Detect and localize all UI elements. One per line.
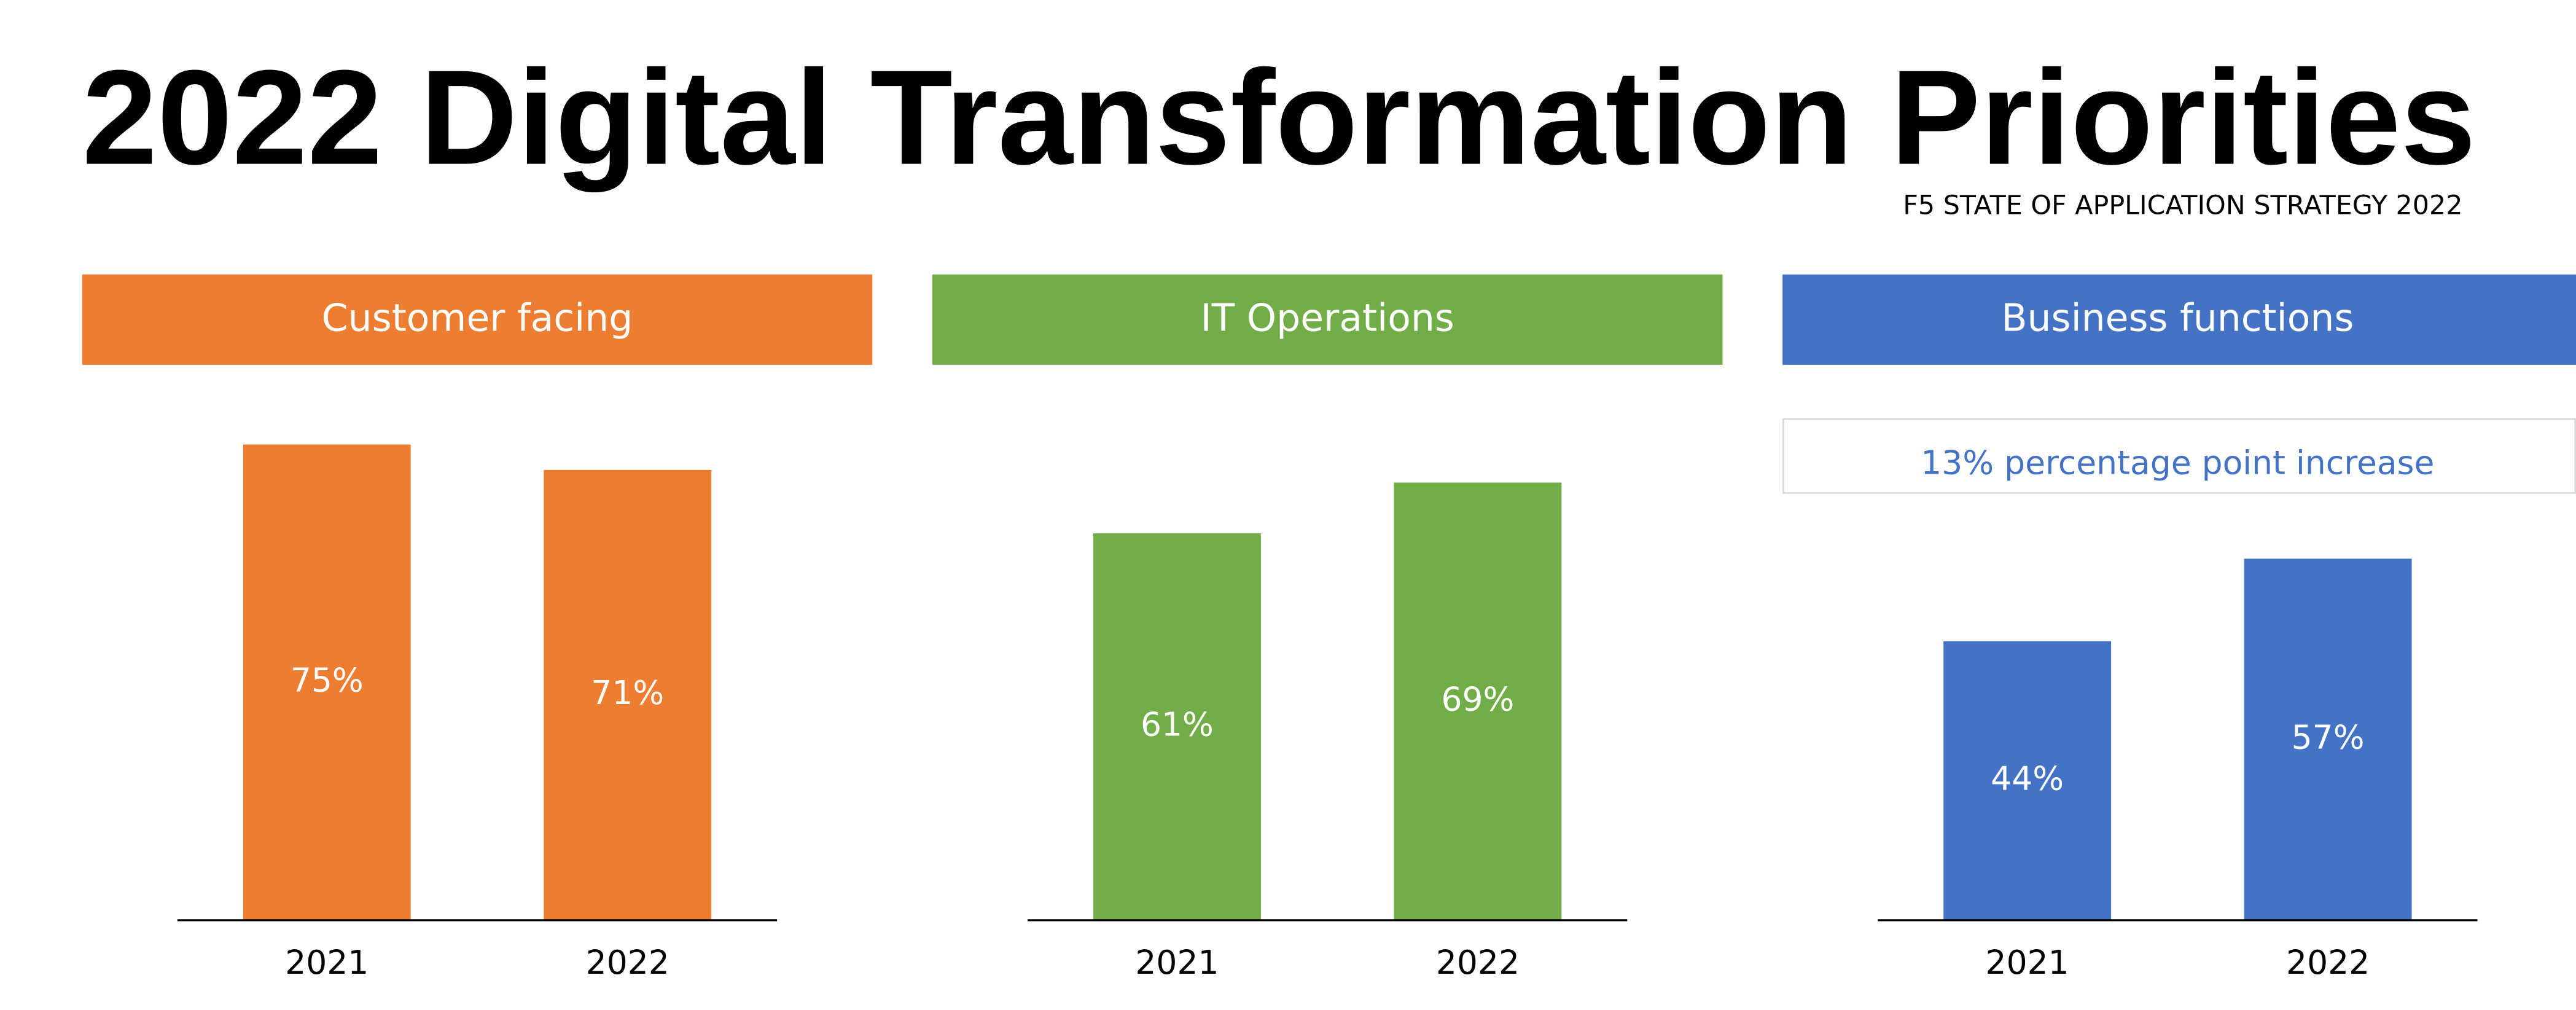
value-label: 69% xyxy=(1441,679,1514,718)
x-tick-label: 2021 xyxy=(1986,943,2069,982)
panel-title: IT Operations xyxy=(1201,296,1454,340)
value-label: 75% xyxy=(291,660,364,699)
value-label: 57% xyxy=(2292,718,2365,756)
bar xyxy=(1394,482,1562,920)
bar xyxy=(1943,641,2112,920)
bar xyxy=(1093,533,1261,920)
x-tick-label: 2022 xyxy=(2286,943,2370,982)
value-label: 61% xyxy=(1141,705,1214,744)
panel-title: Business functions xyxy=(2001,296,2354,340)
x-tick-label: 2021 xyxy=(285,943,369,982)
panel-header xyxy=(82,274,873,365)
page-title: 2022 Digital Transformation Priorities xyxy=(82,42,2476,193)
annotation: 13% percentage point increase xyxy=(1921,444,2434,482)
x-tick-label: 2022 xyxy=(1436,943,1520,982)
annotation-box xyxy=(1782,418,2576,494)
panel-header xyxy=(1782,274,2576,365)
page-subtitle: F5 STATE OF APPLICATION STRATEGY 2022 xyxy=(1903,190,2462,221)
value-label: 71% xyxy=(591,673,664,712)
bar xyxy=(544,469,712,920)
bar xyxy=(243,444,411,920)
x-tick-label: 2022 xyxy=(586,943,669,982)
value-label: 44% xyxy=(1991,759,2064,797)
panel-header xyxy=(932,274,1723,365)
x-tick-label: 2021 xyxy=(1135,943,1219,982)
bar xyxy=(2244,558,2412,920)
panel-title: Customer facing xyxy=(322,296,633,340)
